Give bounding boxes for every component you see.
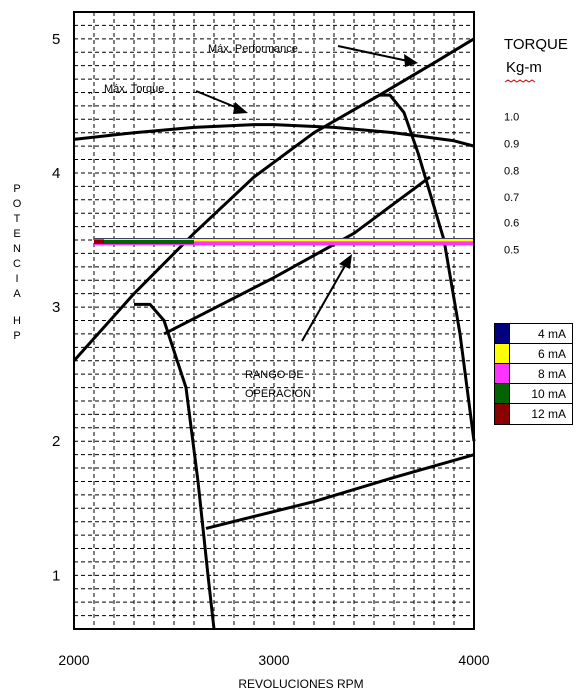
y-tick-label: 4 [52, 165, 60, 182]
y-tick-label: 5 [52, 31, 60, 48]
legend-swatch [495, 344, 510, 363]
right-tick-labels: 1.0 0.9 0.8 0.7 0.6 0.5 [504, 112, 519, 257]
right-tick-label: 0.7 [504, 192, 519, 204]
y-axis-label-char: H [13, 315, 21, 327]
curve-3 [134, 302, 216, 630]
max-performance-arrowhead [404, 54, 418, 67]
grid [74, 12, 474, 629]
max-performance-label: Máx. Performance [208, 43, 298, 55]
max-torque-arrowhead [233, 102, 248, 114]
range-label-line1: RANGO DE [245, 369, 304, 381]
legend-entry: 8 mA [495, 364, 572, 384]
y-axis-label-char: C [13, 258, 21, 270]
curve-6 [205, 453, 475, 530]
right-tick-label: 0.8 [504, 165, 519, 177]
y-axis-label-char: P [13, 183, 20, 195]
right-tick-label: 0.9 [504, 138, 519, 150]
y-tick-label: 1 [52, 567, 60, 584]
legend-entry: 10 mA [495, 384, 572, 404]
x-tick-label: 4000 [458, 652, 489, 668]
curve-2 [72, 37, 475, 362]
legend-swatch [495, 404, 510, 424]
x-tick-labels: 2000 3000 4000 [58, 652, 489, 668]
right-tick-label: 0.5 [504, 244, 519, 256]
max-torque-label: Máx. Torque [104, 83, 164, 95]
x-tick-label: 3000 [258, 652, 289, 668]
range-label-line2: OPERACION [245, 388, 311, 400]
legend-label: 10 mA [531, 386, 566, 401]
y-axis-label-char: O [13, 198, 22, 210]
legend-label: 8 mA [537, 366, 566, 381]
corner-mark: .. [88, 86, 93, 96]
y-axis-label-char: A [13, 288, 21, 300]
y-tick-label: 3 [52, 299, 60, 316]
legend-swatch [495, 364, 510, 383]
curve-1 [73, 123, 475, 148]
legend: 4 mA 6 mA 8 mA 10 mA 12 mA [494, 323, 573, 425]
right-axis-unit: Kg-m [506, 59, 542, 76]
annotation-arrows [195, 45, 418, 342]
y-axis-label-char: E [13, 228, 20, 240]
curve-5 [163, 175, 431, 336]
right-tick-label: 1.0 [504, 112, 519, 124]
legend-entry: 4 mA [495, 324, 572, 344]
right-tick-label: 0.6 [504, 218, 519, 230]
y-axis-label-char: N [13, 243, 21, 255]
plot-frame [73, 11, 475, 630]
max-performance-arrow [337, 45, 409, 62]
max-torque-arrow [195, 90, 241, 110]
y-axis-label-char: P [13, 330, 20, 342]
legend-swatch [495, 324, 510, 343]
legend-label: 12 mA [531, 407, 566, 421]
spellcheck-underline [504, 79, 536, 83]
x-axis-label: REVOLUCIONES RPM [238, 677, 363, 691]
right-axis-title: TORQUE [504, 36, 568, 53]
range-arrow [301, 263, 347, 342]
y-tick-label: 2 [52, 433, 60, 450]
legend-swatch [495, 384, 510, 403]
y-axis-label-char: T [14, 213, 21, 225]
legend-entry: 12 mA [495, 404, 572, 424]
series-lines [94, 238, 474, 246]
curve-4 [378, 93, 476, 442]
legend-label: 4 mA [537, 326, 566, 341]
legend-entry: 6 mA [495, 344, 572, 364]
range-arrowhead [339, 254, 352, 269]
x-tick-label: 2000 [58, 652, 89, 668]
y-tick-labels: 1 2 3 4 5 [52, 31, 60, 585]
y-axis-label-char: I [15, 273, 18, 285]
legend-label: 6 mA [537, 346, 566, 361]
curves [72, 37, 476, 630]
